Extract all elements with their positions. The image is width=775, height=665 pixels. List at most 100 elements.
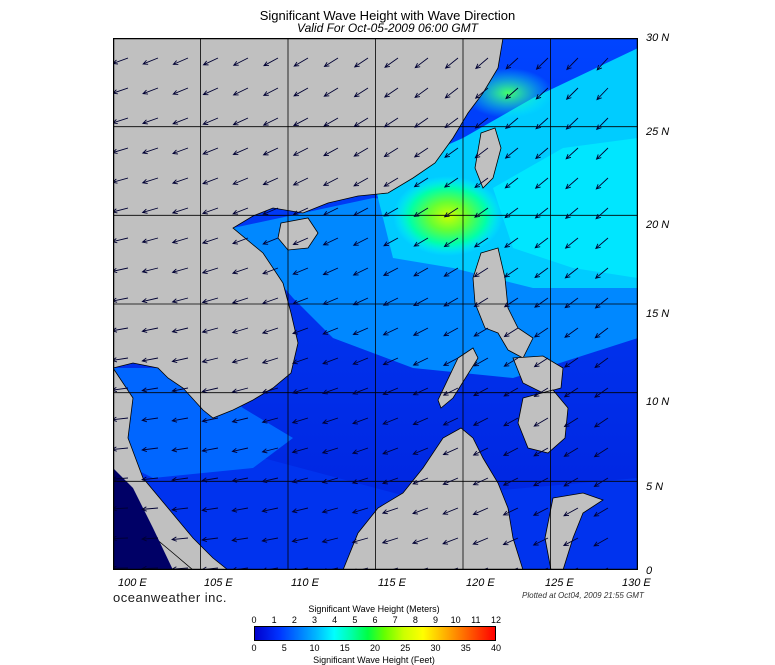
wave-direction-arrow — [171, 417, 189, 423]
wave-direction-arrow — [201, 267, 219, 274]
wave-direction-arrow — [232, 147, 249, 156]
colorbar-meter-tick: 12 — [490, 615, 501, 625]
wave-direction-arrow — [593, 477, 609, 487]
wave-direction-arrow — [443, 327, 459, 337]
wave-direction-arrow — [503, 267, 519, 278]
wave-direction-arrow — [564, 237, 579, 249]
wave-direction-arrow — [533, 447, 549, 457]
asia-mainland — [113, 38, 504, 419]
colorbar-meter-tick: 9 — [432, 615, 438, 625]
wave-direction-arrow — [535, 147, 549, 160]
wave-direction-arrow — [141, 177, 159, 184]
wave-direction-arrow — [141, 327, 159, 333]
wave-direction-arrow — [412, 447, 429, 455]
wave-direction-arrow — [262, 147, 279, 156]
wave-direction-arrow — [442, 447, 459, 456]
wave-direction-arrow — [565, 147, 579, 160]
wave-direction-arrow — [171, 506, 189, 512]
wave-direction-arrow — [113, 476, 129, 482]
wave-direction-arrow — [171, 267, 189, 274]
wave-direction-arrow — [321, 387, 339, 395]
wave-direction-arrow — [412, 477, 429, 485]
wave-direction-arrow — [201, 327, 219, 334]
wave-direction-arrow — [141, 476, 159, 482]
colorbar-title-feet: Significant Wave Height (Feet) — [313, 655, 435, 665]
wave-direction-arrow — [443, 177, 459, 188]
wave-direction-arrow — [442, 507, 459, 515]
colorbar-meter-tick: 10 — [450, 615, 461, 625]
lon-label-100e: 100 E — [118, 577, 147, 589]
wave-direction-arrow — [292, 207, 309, 216]
colorbar-feet-tick: 30 — [430, 643, 441, 653]
wave-direction-arrow — [352, 357, 369, 365]
wave-direction-arrow — [473, 237, 489, 248]
wave-direction-arrow — [293, 57, 309, 67]
wave-direction-arrow — [262, 117, 279, 126]
wave-direction-arrow — [594, 387, 609, 398]
wave-direction-arrow — [532, 507, 549, 516]
wave-direction-arrow — [594, 267, 609, 279]
wave-direction-arrow — [352, 207, 369, 217]
lat-label-10n: 10 N — [646, 396, 670, 408]
wave-direction-arrow — [444, 117, 459, 129]
wave-direction-arrow — [534, 267, 549, 279]
colorbar-meter-tick: 0 — [251, 615, 257, 625]
wave-direction-arrow — [261, 507, 279, 513]
wave-direction-arrow — [565, 117, 579, 130]
wave-direction-arrow — [202, 87, 219, 96]
wave-direction-arrow — [171, 297, 189, 304]
wave-direction-arrow — [504, 207, 519, 219]
wave-direction-arrow — [503, 387, 519, 397]
wave-direction-arrow — [172, 57, 189, 66]
wave-direction-arrow — [172, 147, 189, 155]
wave-direction-arrow — [141, 297, 159, 304]
wave-direction-arrow — [413, 207, 429, 217]
lon-label-110e: 110 E — [291, 577, 319, 589]
wave-direction-arrow — [323, 57, 339, 68]
wave-direction-arrow — [563, 447, 579, 457]
wave-direction-arrow — [171, 327, 189, 334]
wave-direction-arrow — [353, 147, 369, 157]
wave-direction-arrow — [533, 327, 549, 338]
wave-direction-arrow — [593, 537, 609, 547]
wave-direction-arrow — [596, 57, 609, 71]
wave-direction-arrow — [443, 267, 459, 277]
wave-direction-arrow — [413, 147, 429, 158]
wave-direction-arrow — [382, 417, 399, 425]
wave-direction-arrow — [382, 357, 399, 366]
wave-direction-arrow — [594, 297, 609, 309]
wave-direction-arrow — [232, 177, 249, 185]
colorbar-feet-tick: 15 — [339, 643, 350, 653]
wave-direction-arrow — [442, 477, 459, 485]
wave-direction-arrow — [323, 147, 339, 157]
taiwan-island — [474, 127, 502, 189]
wave-direction-arrow — [261, 537, 279, 543]
wave-direction-arrow — [201, 417, 219, 423]
wave-direction-arrow — [472, 477, 489, 486]
wave-direction-arrow — [414, 87, 429, 99]
wave-direction-arrow — [262, 267, 279, 275]
colorbar-meter-tick: 11 — [471, 615, 481, 625]
wave-direction-arrow — [141, 117, 159, 125]
wave-direction-arrow — [351, 507, 369, 514]
lat-label-0: 0 — [646, 565, 653, 577]
wave-direction-arrow — [444, 87, 459, 99]
wave-direction-arrow — [564, 327, 579, 338]
wave-direction-arrow — [261, 327, 279, 335]
wave-direction-arrow — [232, 117, 249, 126]
wave-direction-arrow — [352, 417, 369, 425]
wave-direction-arrow — [171, 477, 189, 483]
wave-direction-arrow — [473, 357, 489, 367]
colorbar-title-meters: Significant Wave Height (Meters) — [308, 604, 440, 614]
wave-direction-arrow — [535, 87, 549, 100]
wave-direction-arrow — [474, 87, 489, 99]
wave-direction-arrow — [141, 506, 159, 512]
wave-direction-arrow — [321, 507, 339, 514]
wave-direction-arrow — [113, 87, 129, 95]
wave-direction-arrow — [172, 87, 189, 95]
wave-direction-arrow — [321, 537, 339, 544]
wave-direction-arrow — [351, 537, 369, 544]
lat-label-25n: 25 N — [646, 126, 670, 138]
wave-direction-arrow — [502, 537, 519, 546]
lon-label-115e: 115 E — [378, 577, 406, 589]
